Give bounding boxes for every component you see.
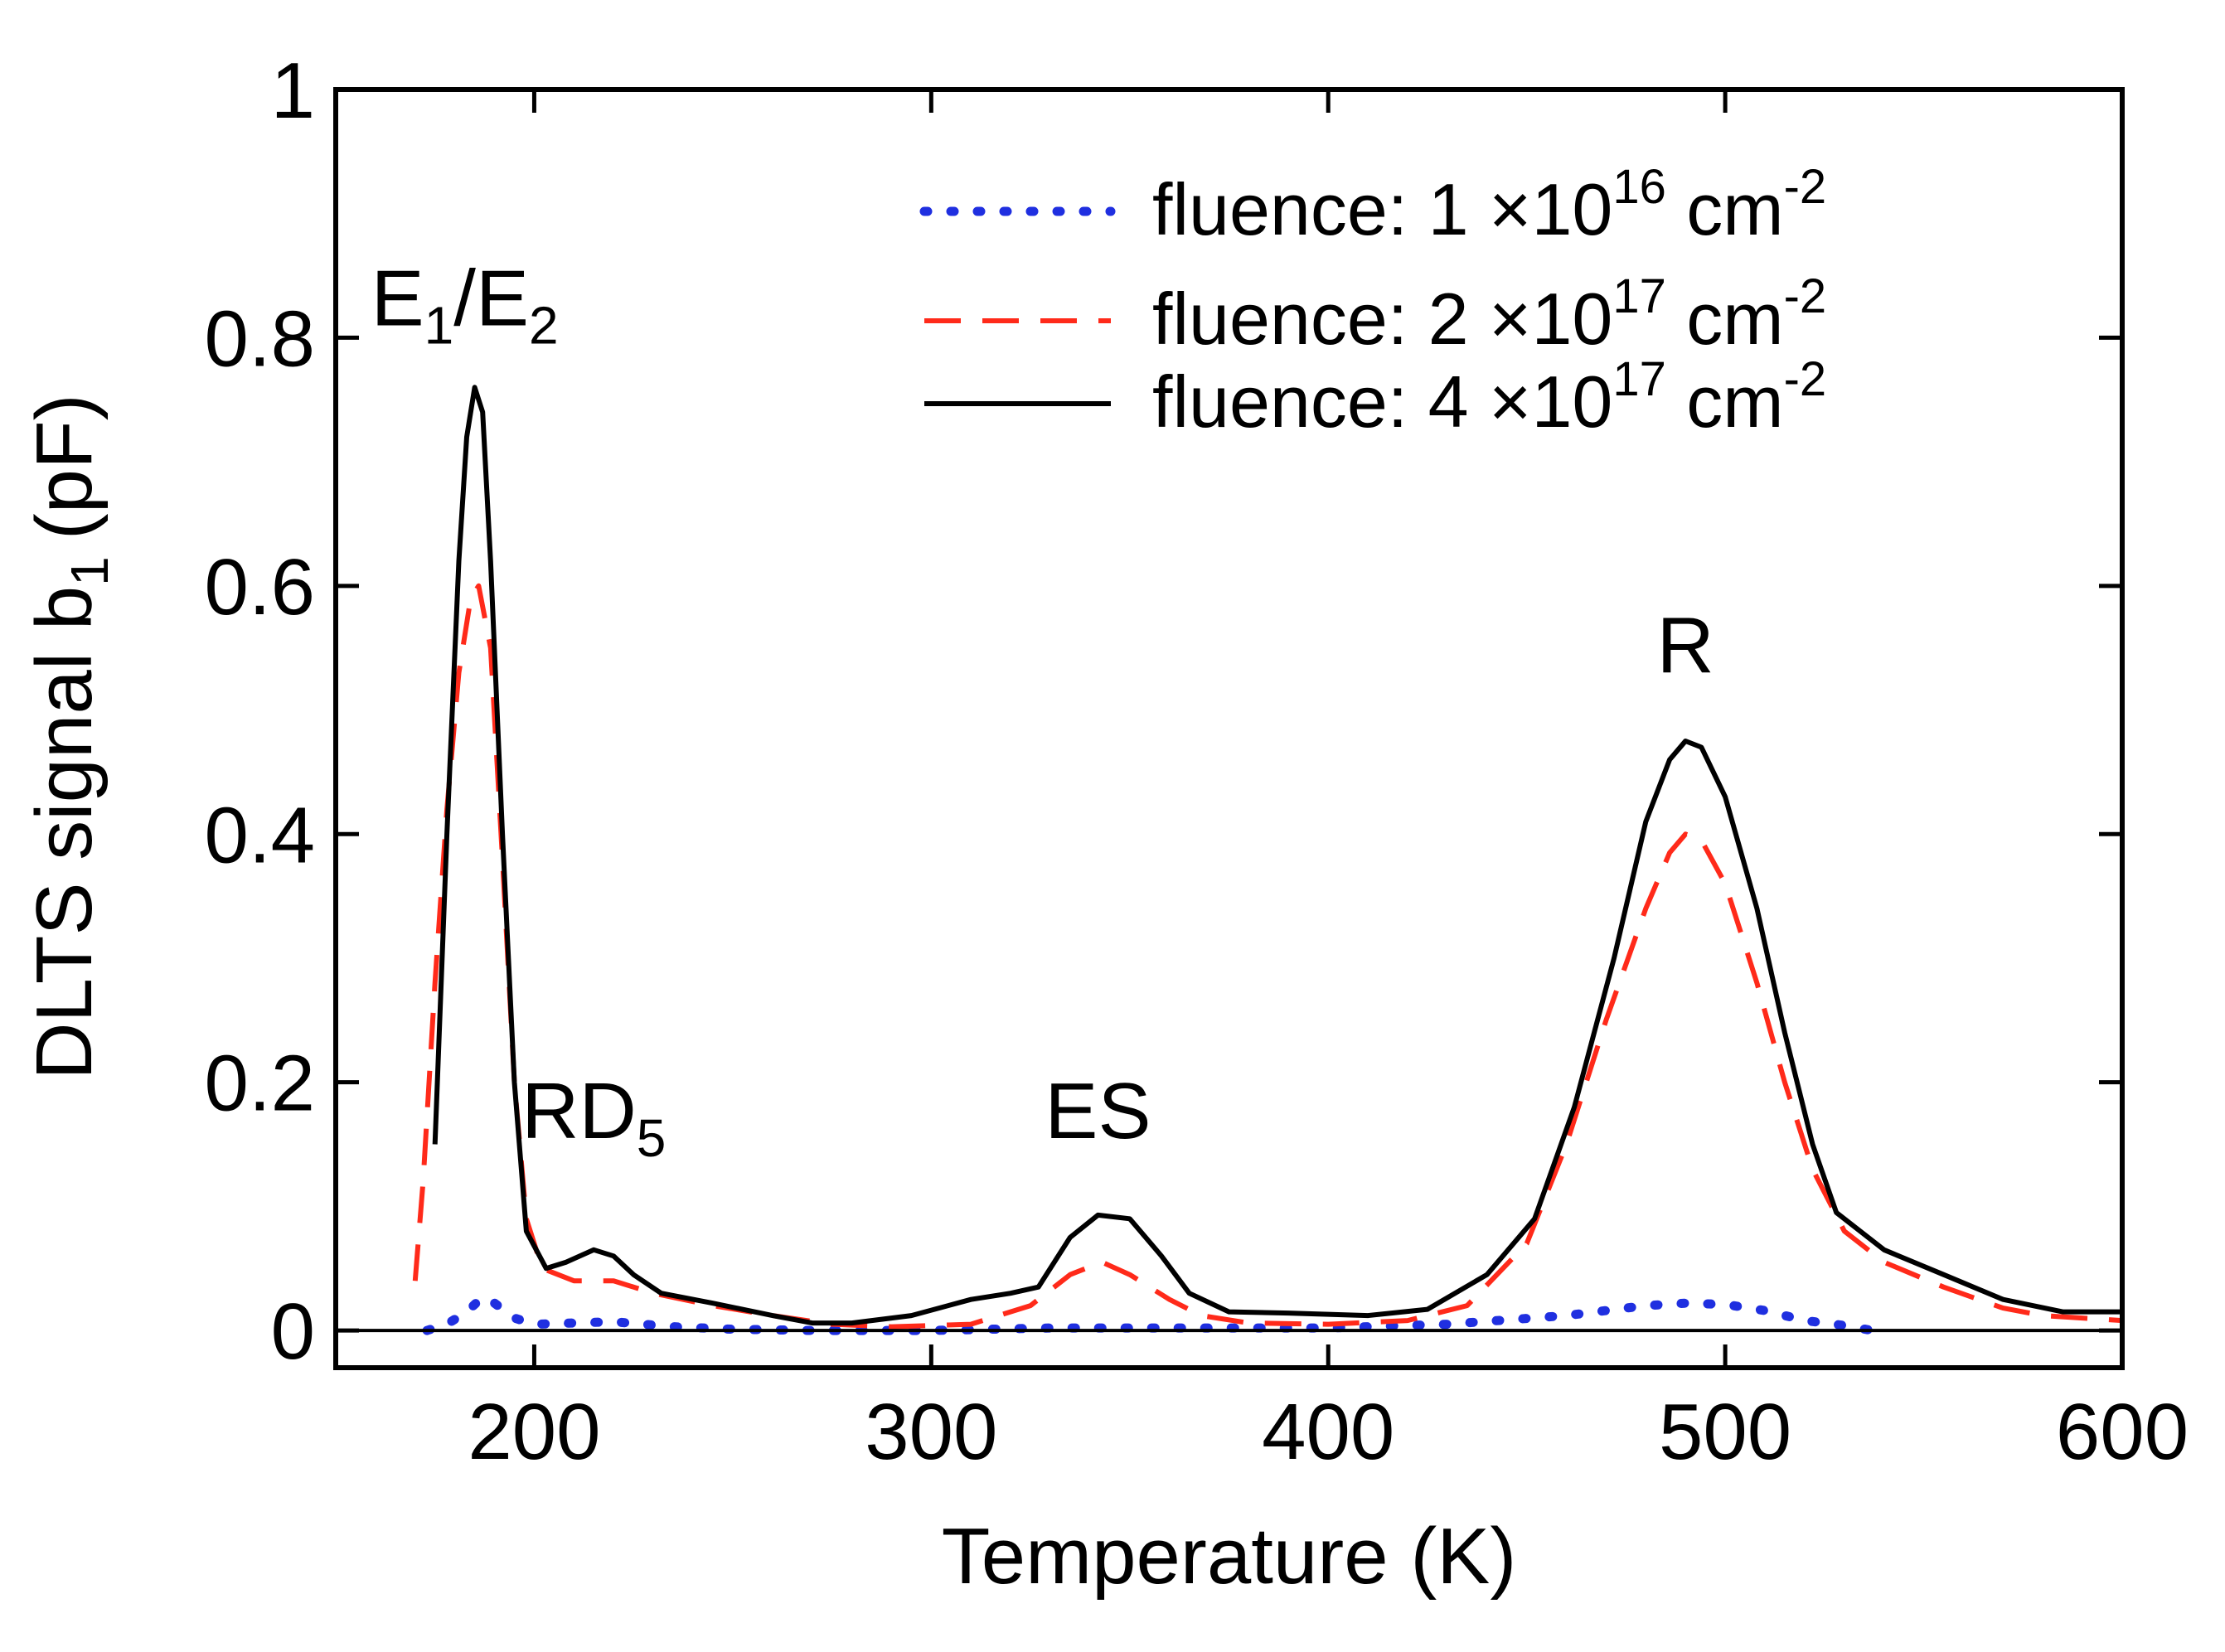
x-tick-label: 500 bbox=[1659, 1388, 1791, 1476]
series-line-0 bbox=[422, 1292, 1877, 1335]
legend-label-2e17-exp: 17 bbox=[1612, 269, 1666, 323]
legend-label-4e17: fluence: 4 ×1017 cm-2 bbox=[1152, 352, 1826, 443]
x-axis-label: Temperature (K) bbox=[942, 1512, 1517, 1601]
y-tick-label: 0.2 bbox=[205, 1039, 315, 1128]
x-tick-label: 300 bbox=[865, 1388, 997, 1476]
peak-label-e1-e2-sub1: 1 bbox=[424, 295, 454, 355]
peak-label-r: R bbox=[1657, 602, 1714, 690]
legend-label-1e16-unit-exp: -2 bbox=[1784, 160, 1827, 214]
legend-label-4e17-unit-exp: -2 bbox=[1784, 352, 1827, 406]
legend-label-4e17-unit: cm bbox=[1666, 361, 1784, 443]
legend-label-1e16: fluence: 1 ×1016 cm-2 bbox=[1152, 160, 1826, 250]
legend-label-2e17-unit: cm bbox=[1666, 278, 1784, 360]
y-tick-label: 0.6 bbox=[205, 543, 315, 632]
legend-entry-1e16: fluence: 1 ×1016 cm-2 bbox=[919, 160, 1826, 250]
legend-label-2e17-prefix: fluence: 2 ×10 bbox=[1152, 278, 1612, 360]
legend-label-4e17-exp: 17 bbox=[1612, 352, 1666, 406]
y-axis-label-main: DLTS signal b bbox=[20, 586, 109, 1080]
series-line-2 bbox=[432, 385, 2122, 1326]
legend-entry-2e17: fluence: 2 ×1017 cm-2 bbox=[924, 269, 1826, 360]
legend-label-1e16-exp: 16 bbox=[1612, 160, 1666, 214]
legend-label-2e17: fluence: 2 ×1017 cm-2 bbox=[1152, 269, 1826, 360]
peak-label-e1-e2-part1: E bbox=[371, 254, 424, 342]
y-axis-label-subscript: 1 bbox=[60, 556, 119, 586]
legend-entry-4e17: fluence: 4 ×1017 cm-2 bbox=[924, 352, 1826, 443]
legend-label-1e16-prefix: fluence: 1 ×10 bbox=[1152, 168, 1612, 250]
legend-label-2e17-unit-exp: -2 bbox=[1784, 269, 1827, 323]
legend: fluence: 1 ×1016 cm-2 fluence: 2 ×1017 c… bbox=[919, 160, 1826, 443]
y-tick-label: 0.8 bbox=[205, 294, 315, 383]
plot-series-group bbox=[412, 385, 2123, 1335]
peak-label-e1-e2: E1/E2 bbox=[371, 254, 559, 355]
legend-label-1e16-unit: cm bbox=[1666, 168, 1784, 250]
y-tick-label: 0.4 bbox=[205, 791, 315, 879]
y-axis-ticks: 0 0.2 0.4 0.6 0.8 1 bbox=[205, 46, 2122, 1376]
peak-label-rd5-sub: 5 bbox=[637, 1108, 667, 1168]
peak-label-e1-e2-part2: /E bbox=[453, 254, 529, 342]
plot-frame bbox=[333, 87, 2125, 1370]
legend-label-4e17-prefix: fluence: 4 ×10 bbox=[1152, 361, 1612, 443]
y-axis-label: DLTS signal b1 (pF) bbox=[20, 394, 119, 1079]
x-tick-label: 400 bbox=[1262, 1388, 1394, 1476]
peak-label-rd5: RD5 bbox=[521, 1067, 666, 1168]
x-axis-ticks: 200 300 400 500 600 bbox=[468, 90, 2189, 1476]
peak-label-e1-e2-sub2: 2 bbox=[529, 295, 559, 355]
y-tick-label: 1 bbox=[271, 46, 315, 135]
x-tick-label: 600 bbox=[2056, 1388, 2189, 1476]
x-tick-label: 200 bbox=[468, 1388, 600, 1476]
peak-label-rd5-main: RD bbox=[521, 1067, 637, 1155]
y-axis-label-unit: (pF) bbox=[20, 394, 109, 540]
peak-label-es: ES bbox=[1045, 1067, 1151, 1155]
y-tick-label: 0 bbox=[271, 1287, 315, 1376]
